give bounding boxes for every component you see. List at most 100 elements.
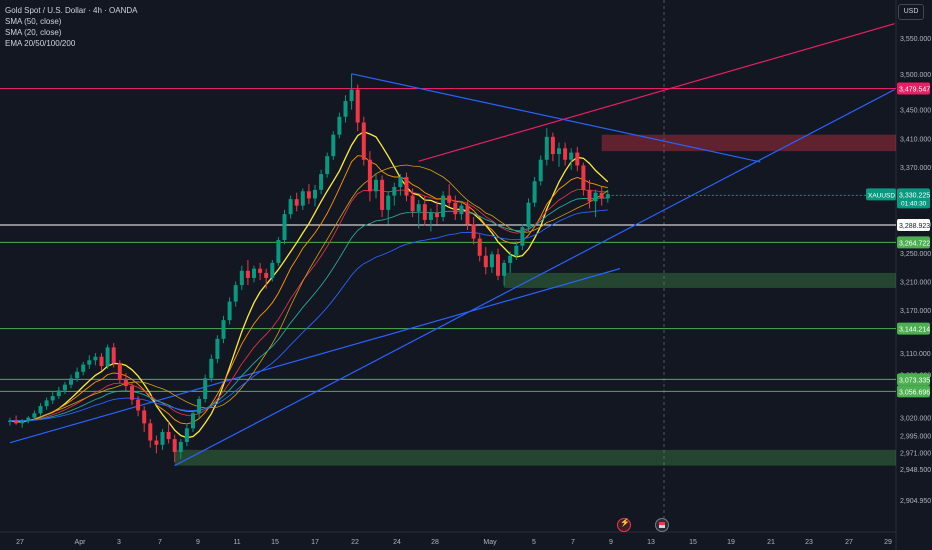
candle-body [306,191,311,199]
candle-body [520,227,525,246]
candle-body [367,159,372,192]
candle-body [325,156,330,175]
price-level-badge-label: 3,056.696 [899,389,930,396]
support-zone-1 [504,272,896,288]
candle-body [337,116,342,135]
candle-body [154,440,159,445]
candle-body [343,101,348,117]
candle-body [459,205,464,215]
time-tick-label: 13 [647,539,655,546]
candle-body [532,181,537,203]
candle-body [166,431,171,440]
price-tick-label: 3,170.000 [900,308,931,315]
candle-body [69,378,73,385]
price-level-badge [897,322,930,335]
candle-body [111,347,116,364]
price-tick-label: 3,020.000 [900,416,931,423]
price-tick-label: 2,948.500 [900,467,931,474]
time-tick-label: 29 [884,539,892,546]
candle-body [203,378,208,399]
candle-body [313,189,317,199]
candle-body [245,270,250,278]
price-tick-label: 3,450.000 [900,108,931,115]
candle-body [233,285,238,302]
candle-body [355,89,360,123]
indicator-sma50[interactable]: SMA (50, close) [5,17,62,26]
indicator-sma20[interactable]: SMA (20, close) [5,28,62,37]
price-level-badge [897,82,930,95]
candle-body [331,134,336,157]
candle-body [575,152,580,166]
candle-body [288,199,293,215]
time-tick-label: 7 [158,539,162,546]
candle-body [526,202,531,228]
candle-body [599,192,604,199]
candle-body [300,191,305,206]
chart-title: Gold Spot / U.S. Dollar · 4h · OANDA [5,6,138,15]
candle-body [489,254,494,268]
candle-body [374,179,378,192]
time-tick-label: 15 [689,539,697,546]
price-tick-label: 2,995.000 [900,434,931,441]
time-tick-label: 27 [845,539,853,546]
bar-countdown-label: 01:40:30 [901,200,927,207]
candle-body [26,417,31,422]
candle-body [441,195,446,218]
candle-body [258,268,263,273]
price-tick-label: 3,550.000 [900,36,931,43]
chart-legend: Gold Spot / U.S. Dollar · 4h · OANDA SMA… [5,5,138,49]
candle-body [62,384,67,391]
time-tick-label: 5 [532,539,536,546]
time-tick-label: 27 [16,539,24,546]
indicator-ema-ribbon[interactable]: EMA 20/50/100/200 [5,39,76,48]
price-level-badge-label: 3,288.923 [899,223,930,230]
candle-body [319,174,324,190]
candle-body [410,195,415,212]
candle-body [8,420,12,422]
resistance-zone-0 [601,134,896,152]
candle-body [105,347,110,367]
time-tick-label: 17 [311,539,319,546]
candle-body [294,199,299,206]
time-tick-label: 7 [571,539,575,546]
candle-body [215,338,220,359]
candle-body [264,272,269,278]
price-level-badge-label: 3,479.547 [899,86,930,93]
current-price-badge [897,188,930,209]
candle-body [221,320,226,339]
price-tick-label: 3,210.000 [900,280,931,287]
economic-event-icon[interactable] [617,518,631,532]
price-tick-label: 3,250.000 [900,251,931,258]
time-tick-label: 21 [767,539,775,546]
time-tick-label: 11 [233,539,240,546]
candle-body [447,195,452,203]
currency-button[interactable]: USD [898,4,924,20]
time-tick-label: Apr [75,539,87,546]
candle-body [252,268,256,278]
symbol-tag-label: XAUUSD [868,192,895,199]
candle-body [386,195,391,210]
candle-body [282,214,287,240]
us-flag-event-icon[interactable] [655,518,669,532]
candle-body [483,255,488,268]
candle-body [197,398,202,414]
candle-body [471,224,476,239]
candle-body [20,421,25,424]
time-tick-label: 19 [727,539,735,546]
time-tick-label: 23 [805,539,813,546]
candle-body [87,360,92,365]
price-tick-label: 2,971.000 [900,451,931,458]
support-zone-2 [174,449,896,466]
candle-body [550,136,555,155]
candle-body [270,262,275,278]
candle-body [563,148,568,160]
candle-body [50,396,55,401]
candle-body [191,413,195,429]
candle-body [93,356,98,361]
candle-body [422,204,427,220]
candle-body [142,410,147,424]
candle-body [184,428,189,442]
candle-body [605,194,610,199]
time-tick-label: May [483,539,497,546]
